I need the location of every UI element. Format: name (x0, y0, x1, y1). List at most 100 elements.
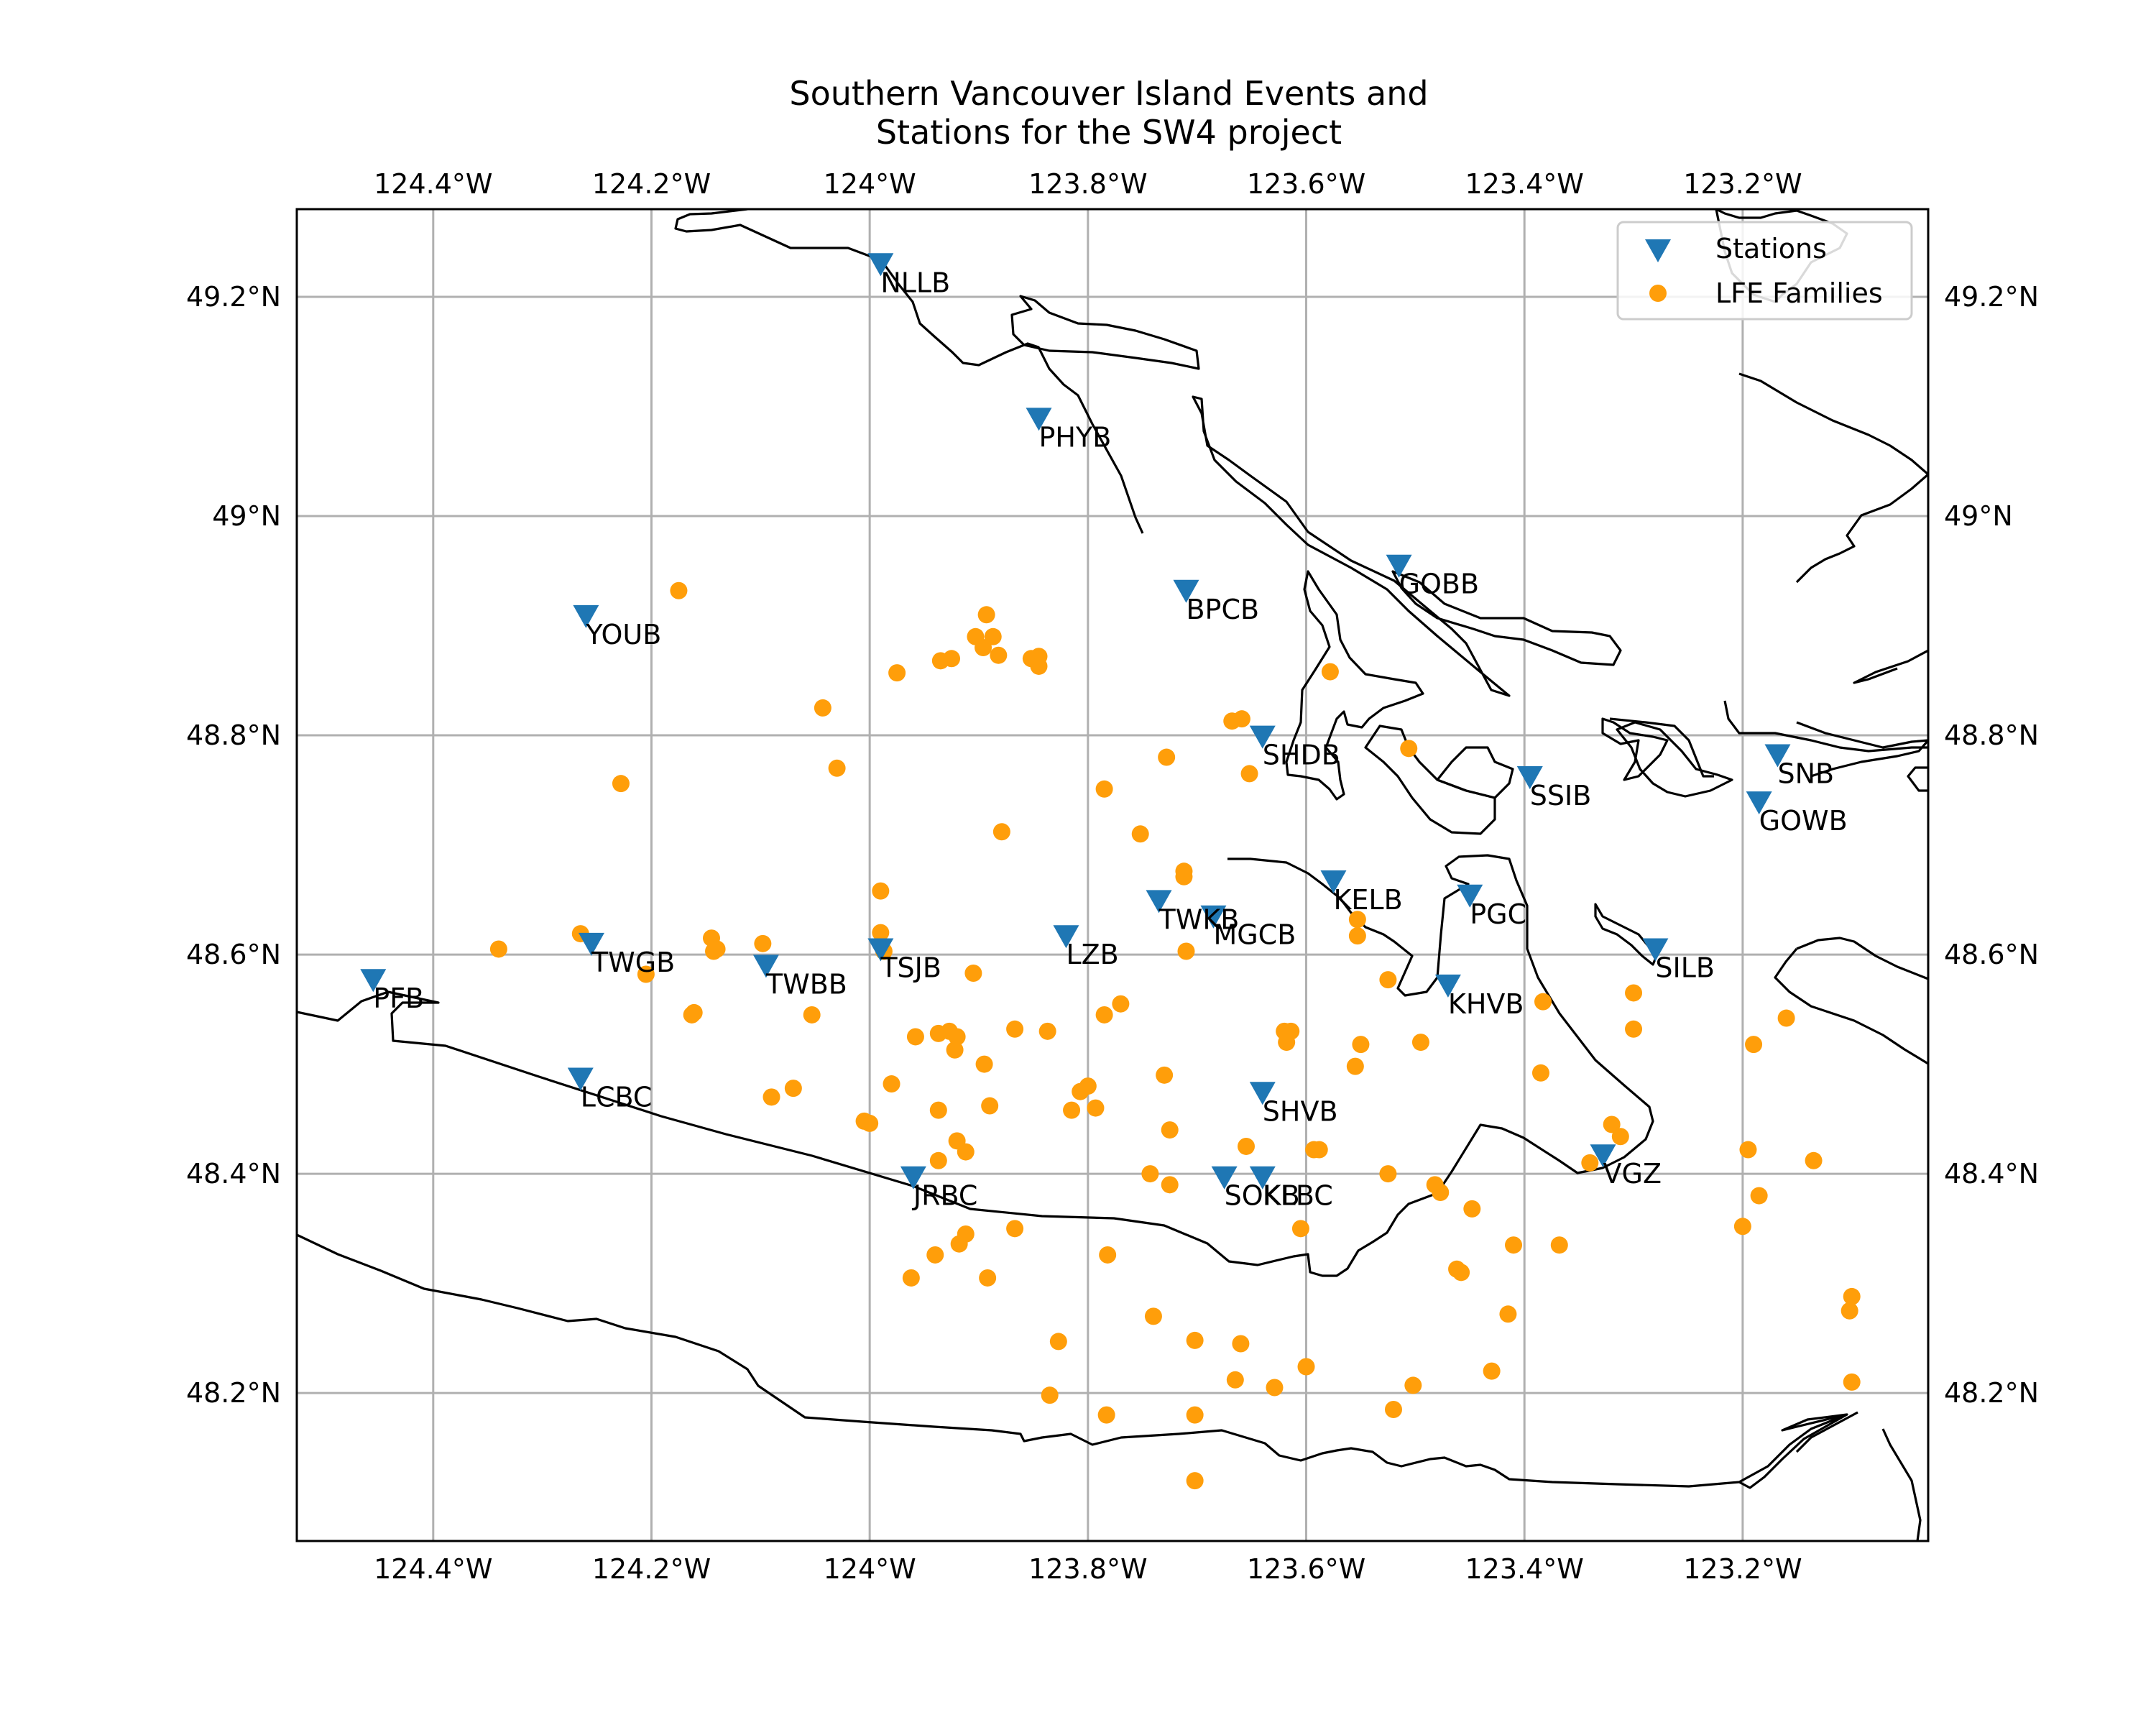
coastline-saltspring-south (1364, 724, 1496, 835)
y-tick-label-left: 48.6°N (186, 939, 281, 970)
lfe-family-points (489, 581, 1861, 1490)
lfe-family-point (957, 1143, 975, 1161)
lfe-family-point (1805, 1151, 1823, 1169)
lfe-family-point (1463, 1200, 1481, 1218)
x-tick-label-bottom: 124°W (824, 1553, 916, 1585)
lfe-family-point (1161, 1176, 1179, 1194)
station-marker (1211, 1166, 1238, 1190)
legend-stations-label: Stations (1715, 233, 1827, 264)
lfe-family-point (906, 1028, 924, 1046)
station-label: YOUB (585, 619, 661, 650)
lfe-family-point (1611, 1128, 1629, 1146)
lfe-family-point (981, 1097, 999, 1115)
lfe-family-point (946, 1041, 964, 1059)
lfe-family-point (1072, 1082, 1089, 1100)
station-marker (1434, 974, 1461, 998)
lfe-family-point (888, 664, 906, 682)
lfe-family-point (975, 639, 992, 657)
lfe-family-point (929, 1151, 947, 1169)
coastline-saltspring (1285, 570, 1424, 801)
station-label: SHDB (1263, 740, 1340, 771)
x-tick-label-top: 123.8°W (1028, 168, 1147, 200)
lfe-family-point (1087, 1099, 1105, 1117)
lfe-family-point (1226, 1371, 1244, 1389)
lfe-family-point (1310, 1141, 1328, 1159)
lfe-family-point (489, 940, 507, 958)
x-axis-ticks: 124.4°W 124.4°W 124.2°W 124.2°W 124°W 124°W 12… (374, 168, 1802, 1585)
coastline-mayne (1601, 717, 1669, 781)
coastline-north (674, 209, 1144, 534)
coastline-tsawwassen (1609, 717, 1714, 778)
coastline-southwest (297, 854, 1654, 1277)
lfe-family-point (1346, 1057, 1364, 1075)
lfe-family-point (1531, 1064, 1549, 1082)
lfe-family-point (1233, 710, 1250, 728)
lfe-family-point (1483, 1362, 1501, 1380)
lfe-family-point (1158, 748, 1176, 766)
lfe-family-point (1550, 1236, 1568, 1254)
station-label: TWGB (591, 947, 675, 978)
station-label: NLLB (880, 267, 950, 298)
station-marker (1590, 1144, 1616, 1168)
station-label: SNB (1777, 758, 1834, 790)
station-label: SOKB (1225, 1180, 1300, 1212)
station-label: VGZ (1603, 1158, 1662, 1190)
station-label: SILB (1655, 952, 1715, 983)
y-tick-label-right: 48.6°N (1944, 939, 2039, 970)
station-marker (567, 1067, 594, 1091)
lfe-family-point (1843, 1287, 1861, 1305)
station-marker (1457, 884, 1483, 908)
lfe-family-point (1321, 663, 1339, 681)
lfe-family-point (1006, 1020, 1024, 1038)
station-marker (1764, 744, 1791, 768)
lfe-family-point (1186, 1406, 1204, 1424)
station-marker (867, 253, 894, 277)
station-label: KLBC (1263, 1180, 1333, 1212)
lfe-family-point (1352, 1036, 1370, 1054)
lfe-family-point (1063, 1101, 1081, 1119)
station-marker (573, 604, 599, 628)
lfe-family-point (1400, 740, 1418, 758)
lfe-family-point (1581, 1154, 1599, 1172)
station-marker (1642, 938, 1669, 962)
lfe-family-point (685, 1003, 703, 1021)
lfe-family-point (872, 924, 890, 942)
lfe-family-point (1186, 1331, 1204, 1349)
station-label: PFB (373, 983, 424, 1014)
lfe-family-point (1404, 1376, 1422, 1394)
lfe-family-point (1266, 1379, 1284, 1397)
coastline-olympic (297, 1233, 1848, 1488)
lfe-family-point (1499, 1305, 1517, 1323)
x-tick-label-top: 124.4°W (374, 168, 492, 200)
x-tick-label-top: 123.2°W (1683, 168, 1802, 200)
y-axis-ticks: 48.2°N 48.2°N 48.4°N 48.4°N 48.6°N 48.6°N 48.8… (186, 281, 2039, 1409)
lfe-family-point (754, 934, 772, 952)
coastline-pender (1436, 746, 1514, 799)
lfe-family-point (1099, 1246, 1117, 1264)
lfe-family-point (948, 1028, 966, 1046)
x-tick-label-top: 123.6°W (1247, 168, 1365, 200)
lfe-family-point (1379, 971, 1397, 989)
lfe-family-point (784, 1080, 802, 1098)
lfe-family-point (1238, 1137, 1256, 1155)
lfe-family-point (1745, 1036, 1763, 1054)
plot-frame (295, 208, 1930, 1542)
y-tick-label-right: 49°N (1944, 500, 2013, 532)
x-tick-label-top: 124°W (824, 168, 916, 200)
station-marker (578, 932, 604, 956)
x-tick-label-top: 123.4°W (1465, 168, 1584, 200)
station-label: GOWB (1759, 805, 1848, 837)
station-label: TWBB (765, 968, 847, 1000)
lfe-family-point (1175, 868, 1193, 886)
station-label: TSJB (880, 952, 941, 983)
lfe-family-point (803, 1006, 821, 1024)
y-tick-label-left: 48.4°N (186, 1158, 281, 1190)
lfe-family-point (1411, 1034, 1429, 1052)
station-label: JRBC (912, 1180, 978, 1212)
lfe-family-point (1733, 1218, 1751, 1236)
station-marker (1249, 1166, 1276, 1190)
lfe-family-point (929, 1024, 947, 1042)
station-marker (1053, 925, 1079, 949)
coastline-lasqueti (1010, 295, 1200, 370)
lfe-family-point (1112, 995, 1130, 1013)
